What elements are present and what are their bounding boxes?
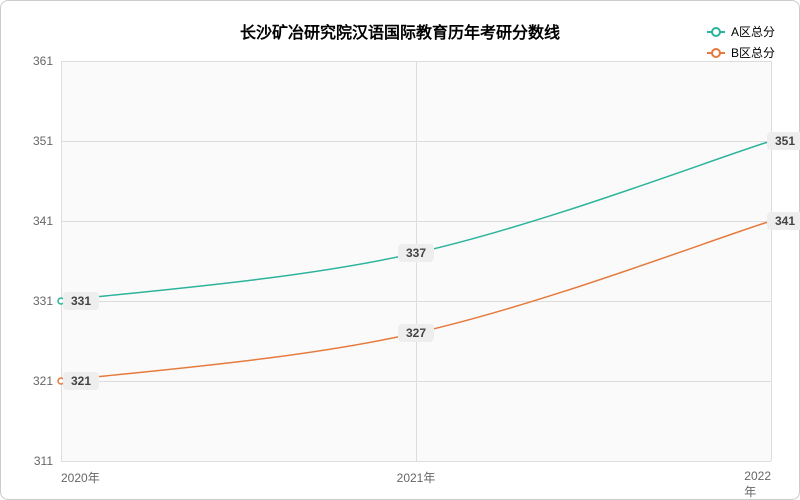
point-label: 327: [398, 324, 434, 342]
y-axis-label: 321: [33, 374, 61, 388]
point-label: 341: [767, 212, 800, 230]
legend-item-b: B区总分: [707, 44, 775, 61]
point-label: 351: [767, 132, 800, 150]
y-axis-label: 331: [33, 294, 61, 308]
x-axis-label: 2020年: [61, 461, 100, 486]
point-label: 321: [63, 372, 99, 390]
legend-swatch-b: [707, 52, 725, 54]
series-line-0: [61, 141, 771, 301]
legend-label-a: A区总分: [731, 23, 775, 40]
legend-label-b: B区总分: [731, 44, 775, 61]
legend-item-a: A区总分: [707, 23, 775, 40]
legend: A区总分 B区总分: [707, 23, 775, 65]
legend-swatch-a: [707, 31, 725, 33]
y-axis-label: 311: [34, 454, 61, 468]
y-axis-label: 351: [33, 134, 61, 148]
grid-line: [771, 61, 772, 461]
plot-area: 3113213313413513612020年2021年2022年3313373…: [61, 61, 771, 461]
y-axis-label: 341: [33, 214, 61, 228]
y-axis-label: 361: [33, 54, 61, 68]
x-axis-label: 2022年: [744, 461, 771, 500]
chart-title: 长沙矿冶研究院汉语国际教育历年考研分数线: [1, 19, 799, 43]
point-label: 331: [63, 292, 99, 310]
x-axis-label: 2021年: [397, 461, 436, 486]
point-label: 337: [398, 244, 434, 262]
chart-container: 长沙矿冶研究院汉语国际教育历年考研分数线 A区总分 B区总分 311 321 331…: [0, 0, 800, 500]
